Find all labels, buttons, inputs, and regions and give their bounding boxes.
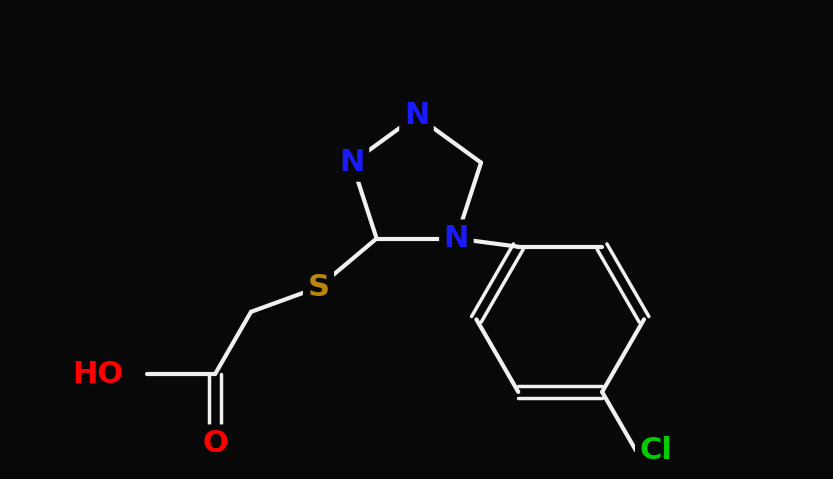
Text: N: N (404, 101, 429, 130)
Text: N: N (444, 224, 469, 253)
Text: Cl: Cl (640, 436, 672, 465)
Text: HO: HO (72, 360, 123, 388)
Text: N: N (339, 148, 365, 177)
Text: S: S (307, 273, 330, 302)
Text: O: O (202, 429, 228, 458)
